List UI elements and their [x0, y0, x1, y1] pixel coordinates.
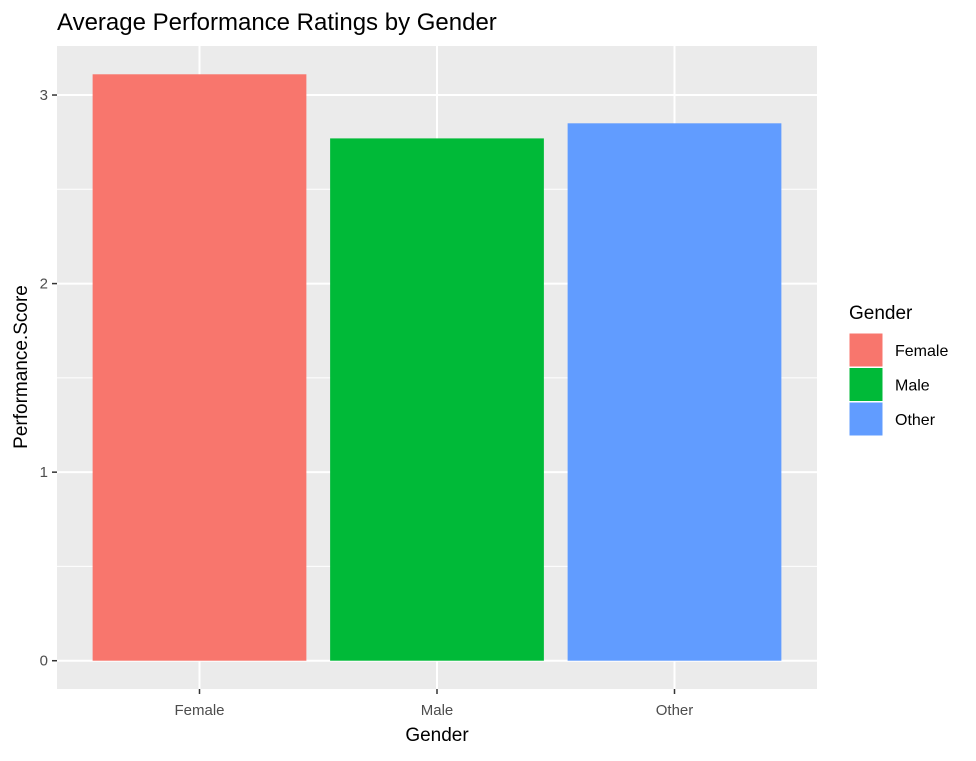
legend-items: Female Male Other — [848, 332, 948, 437]
x-axis-label: Gender — [405, 725, 469, 746]
y-axis-label: Performance.Score — [11, 285, 32, 449]
legend-label: Other — [895, 412, 936, 429]
legend-title: Gender — [849, 303, 913, 324]
y-tick-label: 2 — [40, 276, 48, 293]
y-axis: 0 1 2 3 — [40, 87, 57, 670]
legend: Gender Female Male Other — [848, 303, 948, 437]
bar-other — [567, 123, 782, 661]
bars — [92, 74, 782, 661]
legend-key-other — [848, 401, 884, 437]
y-tick-label: 0 — [40, 653, 48, 670]
legend-label: Male — [895, 378, 930, 395]
y-tick-label: 3 — [40, 87, 48, 104]
bar-female — [92, 74, 307, 661]
legend-label: Female — [895, 343, 948, 360]
legend-key-female — [848, 332, 884, 368]
chart-title: Average Performance Ratings by Gender — [57, 9, 497, 36]
x-tick-label: Female — [174, 702, 224, 719]
y-tick-label: 1 — [40, 464, 48, 481]
bar-male — [330, 138, 544, 661]
x-tick-label: Male — [421, 702, 454, 719]
legend-key-male — [848, 367, 884, 402]
x-axis: Female Male Other — [174, 689, 693, 719]
x-tick-label: Other — [656, 702, 694, 719]
